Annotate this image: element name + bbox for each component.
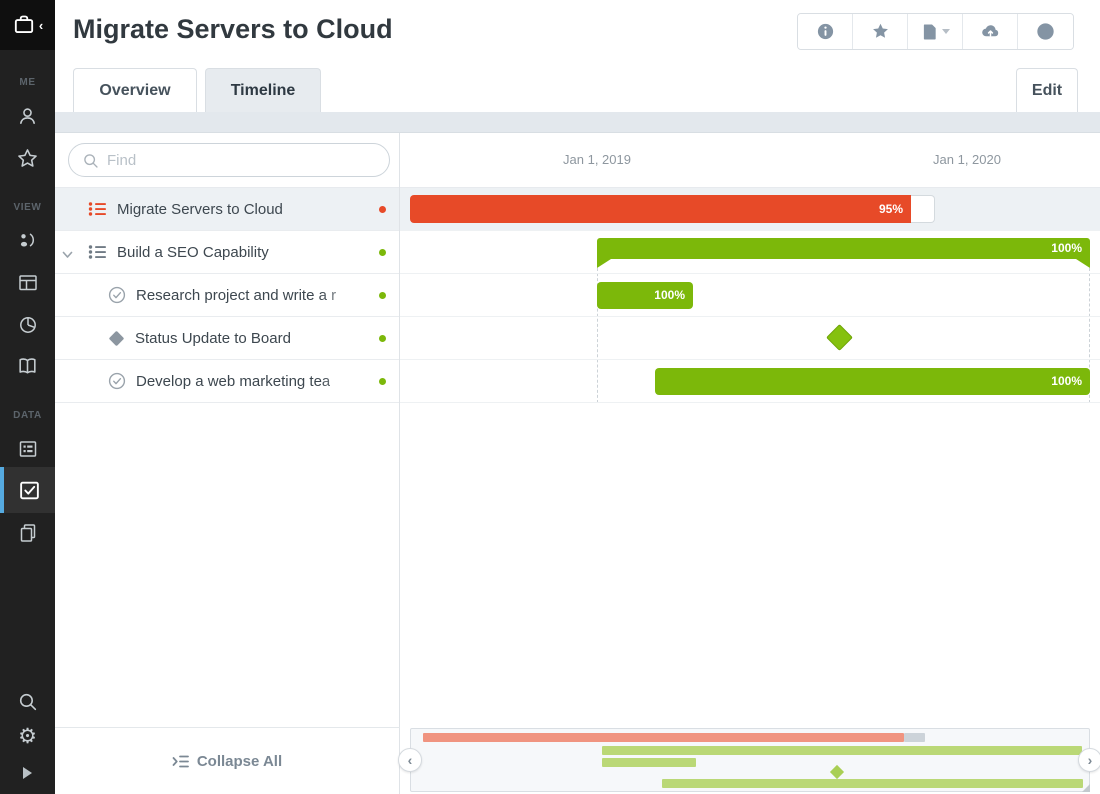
gantt-bar-project[interactable]: 95% <box>410 195 935 223</box>
gantt-row: 95% <box>400 188 1100 231</box>
dashboard-icon[interactable] <box>0 266 55 300</box>
scroll-left-button[interactable]: ‹ <box>398 748 422 772</box>
info-icon[interactable] <box>798 14 853 49</box>
minimap-bar <box>602 746 1082 755</box>
sidebar-section-data: DATA <box>13 410 42 421</box>
status-dot <box>379 249 386 256</box>
bar-progress: 95% <box>410 195 911 223</box>
timeline-minimap[interactable] <box>410 728 1090 792</box>
chevron-down-icon[interactable] <box>62 246 73 264</box>
search-icon <box>84 153 98 168</box>
tab-timeline[interactable]: Timeline <box>205 68 321 113</box>
status-dot <box>379 292 386 299</box>
gantt-row <box>400 317 1100 360</box>
task-row[interactable]: Build a SEO Capability <box>55 231 399 274</box>
sidebar-section-me: ME <box>19 77 36 88</box>
minimap-bar-remainder <box>904 733 925 742</box>
gantt-chart: Jan 1, 2019 Jan 1, 2020 95% 100% 100% 10… <box>398 133 1100 794</box>
task-list-icon <box>88 245 106 259</box>
task-name: Migrate Servers to Cloud <box>117 200 283 218</box>
header-toolbar <box>797 13 1074 50</box>
task-row[interactable]: Develop a web marketing tea <box>55 360 399 403</box>
clock-icon[interactable] <box>1018 14 1073 49</box>
minimap-bar <box>662 779 1083 788</box>
status-dot <box>379 206 386 213</box>
briefcase-icon <box>14 15 33 34</box>
milestone-diamond[interactable] <box>826 324 853 351</box>
edit-button[interactable]: Edit <box>1016 68 1078 113</box>
collapse-all-button[interactable]: Collapse All <box>55 727 400 794</box>
task-name: Build a SEO Capability <box>117 243 269 261</box>
check-circle-icon <box>108 286 126 304</box>
task-list-panel: Migrate Servers to Cloud Build a SEO Cap… <box>55 133 400 727</box>
pie-chart-icon[interactable] <box>0 308 55 342</box>
cloud-upload-icon[interactable] <box>963 14 1018 49</box>
page-title: Migrate Servers to Cloud <box>73 14 393 44</box>
task-name: Status Update to Board <box>135 329 291 347</box>
task-name: Research project and write a r <box>136 286 337 304</box>
view-toolbar-strip <box>55 112 1100 133</box>
task-panel-header <box>55 133 399 188</box>
star-icon[interactable] <box>853 14 908 49</box>
forms-icon[interactable] <box>0 432 55 466</box>
status-dot <box>379 378 386 385</box>
tasks-checkbox-icon[interactable] <box>0 467 55 513</box>
find-input[interactable] <box>107 151 376 169</box>
star-icon[interactable] <box>0 141 55 175</box>
task-name: Develop a web marketing tea <box>136 372 331 390</box>
axis-date: Jan 1, 2020 <box>933 152 1001 167</box>
chevron-down-icon <box>941 29 950 34</box>
task-row[interactable]: Status Update to Board <box>55 317 399 360</box>
scroll-right-button[interactable]: › <box>1078 748 1100 772</box>
minimap-bar <box>602 758 696 767</box>
expand-arrow-icon[interactable] <box>0 756 55 790</box>
bar-progress: 100% <box>597 238 1090 259</box>
resize-grip-icon[interactable] <box>1082 784 1090 792</box>
updates-icon[interactable] <box>0 224 55 258</box>
gantt-date-header: Jan 1, 2019 Jan 1, 2020 <box>400 133 1100 188</box>
settings-gear-icon[interactable]: ⚙ <box>18 724 37 748</box>
app-logo[interactable]: ‹ <box>0 0 55 50</box>
find-search-box[interactable] <box>68 143 390 177</box>
minimap-milestone <box>829 764 845 780</box>
tab-overview[interactable]: Overview <box>73 68 197 113</box>
project-list-icon <box>88 202 106 216</box>
book-icon[interactable] <box>0 349 55 383</box>
axis-date: Jan 1, 2019 <box>563 152 631 167</box>
sidebar-section-view: VIEW <box>13 202 42 213</box>
task-row[interactable]: Research project and write a r <box>55 274 399 317</box>
export-icon[interactable] <box>908 14 963 49</box>
status-dot <box>379 335 386 342</box>
gantt-bar[interactable]: 100% <box>655 368 1090 395</box>
gantt-bar-summary[interactable]: 100% <box>597 238 1090 268</box>
collapse-all-icon <box>172 755 189 767</box>
bar-remainder <box>911 195 935 223</box>
gantt-bar[interactable]: 100% <box>597 282 693 309</box>
milestone-icon <box>108 330 125 346</box>
check-circle-icon <box>108 372 126 390</box>
search-icon[interactable] <box>0 684 55 718</box>
gantt-row: 100% <box>400 274 1100 317</box>
gantt-row: 100% <box>400 231 1100 274</box>
documents-icon[interactable] <box>0 516 55 550</box>
app-sidebar: ‹ ME VIEW DATA <box>0 0 55 794</box>
person-icon[interactable] <box>0 99 55 133</box>
minimap-bar <box>423 733 904 742</box>
gantt-row: 100% <box>400 360 1100 403</box>
collapse-nav-icon[interactable]: ‹ <box>38 17 44 33</box>
task-row[interactable]: Migrate Servers to Cloud <box>55 188 399 231</box>
